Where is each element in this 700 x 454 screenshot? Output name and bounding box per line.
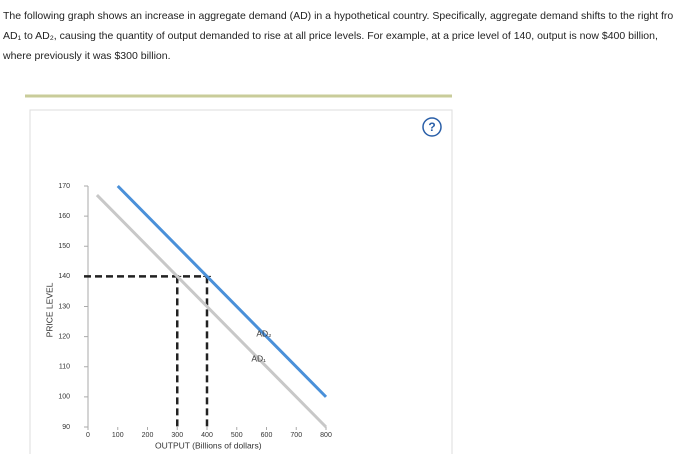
help-button[interactable] (422, 117, 442, 137)
series-label: AD₂ (256, 328, 271, 338)
x-tick-label: 700 (290, 432, 302, 439)
help-icon[interactable]: ? (428, 120, 435, 134)
y-tick-label: 120 (58, 333, 70, 340)
y-tick-label: 90 (62, 424, 70, 431)
y-tick-label: 140 (58, 273, 70, 280)
y-axis-label: PRICE LEVEL (44, 282, 54, 337)
text-line: AD₁ to AD₂, causing the quantity of outp… (3, 30, 658, 42)
y-tick-label: 160 (58, 213, 70, 220)
text-line: The following graph shows an increase in… (3, 10, 674, 22)
x-tick-label: 600 (261, 432, 273, 439)
x-tick-label: 100 (112, 432, 124, 439)
x-tick-label: 0 (86, 432, 90, 439)
x-tick-label: 300 (171, 432, 183, 439)
panel (29, 109, 453, 454)
x-tick-label: 200 (142, 432, 154, 439)
series-label: AD₁ (251, 353, 266, 363)
y-tick-label: 170 (58, 183, 70, 190)
demand-curve (116, 184, 328, 398)
y-tick-label: 130 (58, 303, 70, 310)
x-axis-label: OUTPUT (Billions of dollars) (155, 440, 262, 450)
y-tick-label: 150 (58, 243, 70, 250)
x-tick-label: 800 (320, 432, 332, 439)
y-tick-label: 100 (58, 394, 70, 401)
y-tick-label: 110 (59, 364, 70, 371)
x-tick-label: 400 (201, 432, 213, 439)
question-text: The following graph shows an increase in… (3, 6, 700, 66)
x-tick-label: 500 (231, 432, 243, 439)
text-line: where previously it was $300 billion. (3, 50, 171, 62)
demand-curve (95, 193, 328, 429)
